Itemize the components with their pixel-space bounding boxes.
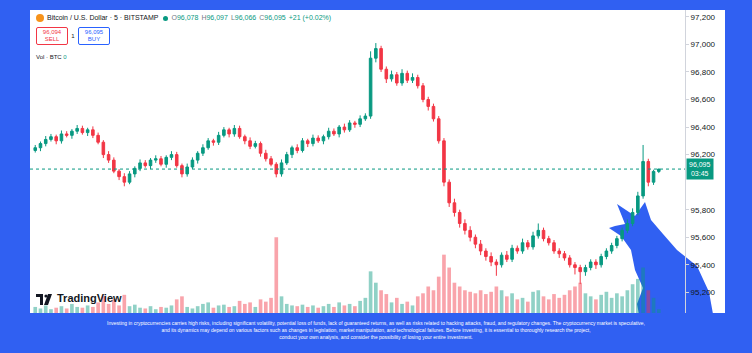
html-text:conduct your own analysis, and: conduct your own analysis, and consider … bbox=[279, 334, 473, 340]
html-text:96,095: 96,095 bbox=[84, 29, 104, 35]
html-text:96,094: 96,094 bbox=[42, 29, 62, 35]
html-text:O 96,078 H 96,097 L 96,066 C 9: O 96,078 H 96,097 L 96,066 C 96,095 +21 … bbox=[171, 14, 332, 21]
svg-text:96,400: 96,400 bbox=[691, 123, 716, 132]
html-text:Investing in cryptocurrencies: Investing in cryptocurrencies carries hi… bbox=[107, 320, 645, 326]
svg-text:95,400: 95,400 bbox=[691, 261, 716, 270]
html-text:TradingView: TradingView bbox=[57, 292, 122, 304]
svg-text:96,800: 96,800 bbox=[691, 68, 716, 77]
html-text:1: 1 bbox=[71, 33, 75, 39]
html-text:Vol · BTC 0: Vol · BTC 0 bbox=[36, 54, 67, 60]
svg-text:96,200: 96,200 bbox=[691, 150, 716, 159]
html-text:BUY: BUY bbox=[87, 36, 101, 42]
svg-text:95,600: 95,600 bbox=[691, 233, 716, 242]
html-text:and its dynamics may depend on: and its dynamics may depend on various f… bbox=[161, 327, 591, 333]
svg-text:95,200: 95,200 bbox=[691, 288, 716, 297]
svg-text:97,000: 97,000 bbox=[691, 40, 716, 49]
svg-text:95,800: 95,800 bbox=[691, 206, 716, 215]
html-text:SELL: SELL bbox=[44, 36, 60, 42]
html-text:Bitcoin / U.S. Dollar · 5 · BI: Bitcoin / U.S. Dollar · 5 · BITSTAMP bbox=[47, 14, 159, 21]
svg-text:96,09503:45: 96,09503:45 bbox=[689, 161, 711, 177]
svg-text:96,600: 96,600 bbox=[691, 95, 716, 104]
svg-text:97,200: 97,200 bbox=[691, 13, 716, 22]
